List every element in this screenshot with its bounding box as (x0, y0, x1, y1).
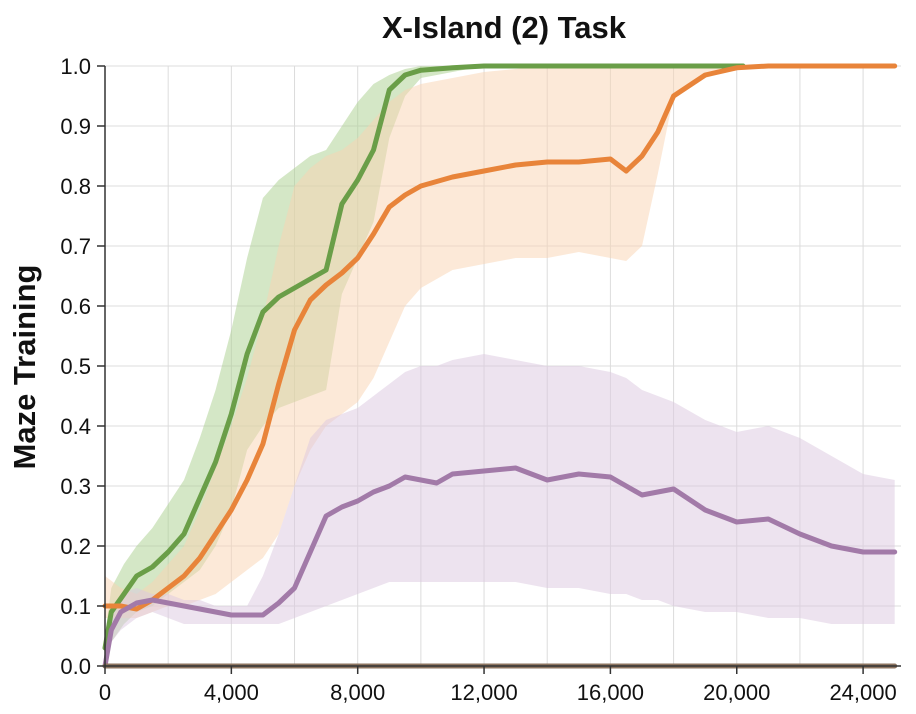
y-axis-ticks: 0.0 0.1 0.2 0.3 0.4 0.5 0.6 0.7 0.8 0.9 1.0 (60, 54, 105, 679)
x-tick-label: 12,000 (450, 680, 517, 705)
y-tick-label: 0.4 (60, 414, 91, 439)
y-tick-label: 0.9 (60, 114, 91, 139)
confidence-band-2 (105, 66, 895, 618)
y-axis-title: Maze Training (7, 265, 42, 470)
x-axis-ticks: 0 4,000 8,000 12,000 16,000 20,000 24,000 (99, 666, 897, 705)
y-tick-label: 0.2 (60, 534, 91, 559)
chart-title: X-Island (2) Task (382, 10, 627, 45)
series-line-2 (102, 63, 898, 612)
y-tick-label: 0.3 (60, 474, 91, 499)
series-line-3 (102, 465, 898, 669)
x-tick-label: 16,000 (577, 680, 644, 705)
x-tick-label: 8,000 (330, 680, 385, 705)
y-tick-label: 1.0 (60, 54, 91, 79)
x-tick-label: 24,000 (829, 680, 896, 705)
y-tick-label: 0.1 (60, 594, 91, 619)
confidence-band-3 (105, 354, 895, 666)
confidence-bands (105, 66, 895, 666)
y-tick-label: 0.8 (60, 174, 91, 199)
x-tick-label: 4,000 (204, 680, 259, 705)
x-tick-label: 20,000 (703, 680, 770, 705)
y-tick-label: 0.0 (60, 654, 91, 679)
y-tick-label: 0.5 (60, 354, 91, 379)
y-tick-label: 0.7 (60, 234, 91, 259)
series-line-1 (102, 63, 746, 651)
x-tick-label: 0 (99, 680, 111, 705)
y-tick-label: 0.6 (60, 294, 91, 319)
confidence-band-1 (105, 66, 744, 666)
